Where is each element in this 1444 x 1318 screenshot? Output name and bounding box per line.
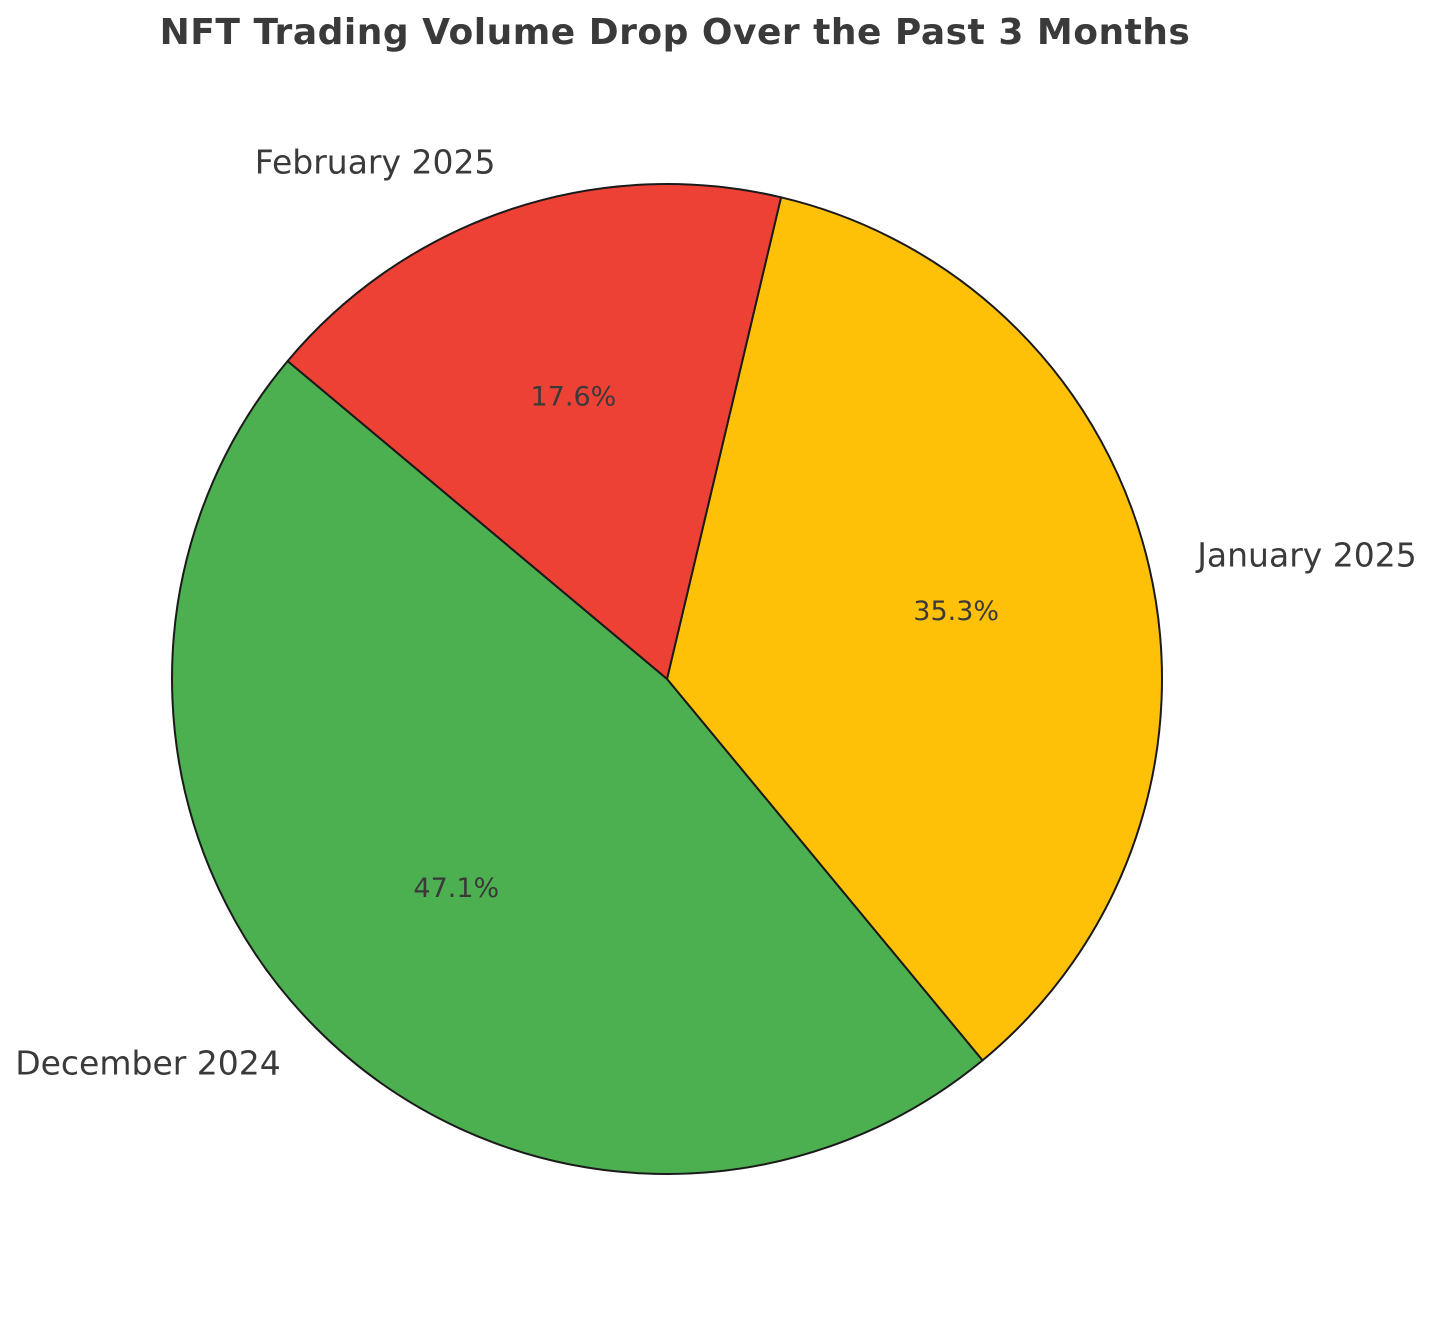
chart-title: NFT Trading Volume Drop Over the Past 3 … xyxy=(159,12,1191,53)
slice-label-january-2025: January 2025 xyxy=(1195,536,1417,575)
slice-label-december-2024: December 2024 xyxy=(15,1043,281,1082)
pie-slice-december-2024 xyxy=(171,360,984,1175)
slice-label-february-2025: February 2025 xyxy=(255,143,496,182)
pct-label-february-2025: 17.6% xyxy=(531,382,617,413)
pct-label-january-2025: 35.3% xyxy=(913,596,999,627)
pie-slice-february-2025 xyxy=(286,183,783,680)
pct-label-december-2024: 47.1% xyxy=(413,873,499,904)
pie-slice-january-2025 xyxy=(666,196,1163,1062)
